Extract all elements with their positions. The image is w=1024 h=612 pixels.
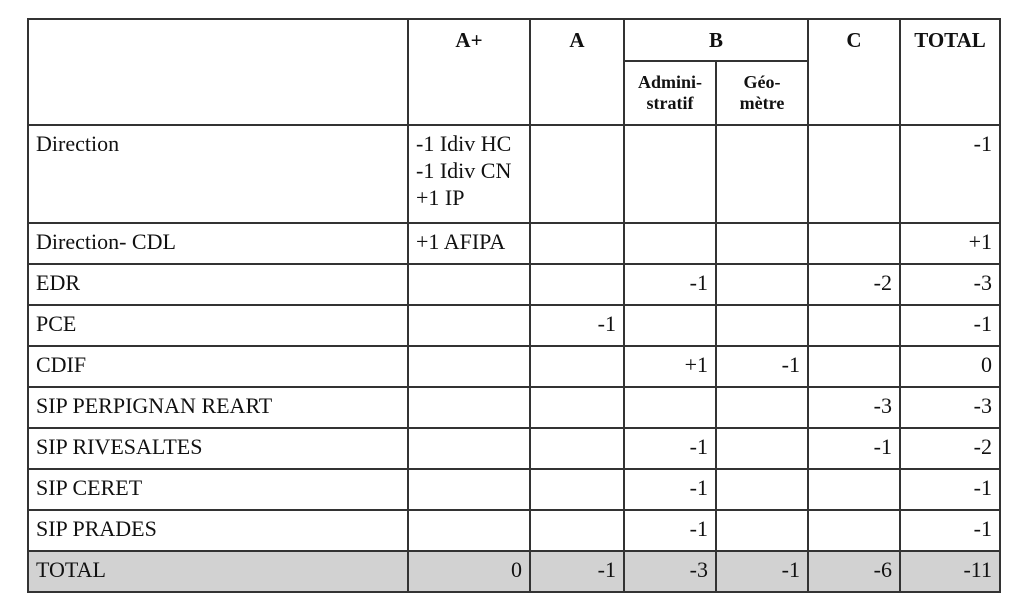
row-label: CDIF xyxy=(27,345,409,388)
subheader-line: mètre xyxy=(739,93,785,113)
cell xyxy=(623,386,717,429)
cell xyxy=(715,386,809,429)
cell xyxy=(807,222,901,265)
cell-line: +1 IP xyxy=(416,185,465,210)
table-row: EDR -1 -2 -3 xyxy=(27,263,1001,306)
cell: -1 xyxy=(899,124,1001,224)
cell xyxy=(407,509,531,552)
cell: -1 xyxy=(623,427,717,470)
cell xyxy=(407,468,531,511)
cell: +1 xyxy=(899,222,1001,265)
row-label: SIP PERPIGNAN REART xyxy=(27,386,409,429)
cell xyxy=(715,222,809,265)
cell xyxy=(529,345,625,388)
cell xyxy=(407,263,531,306)
cell: 0 xyxy=(899,345,1001,388)
table-body: Direction -1 Idiv HC -1 Idiv CN +1 IP -1 Dire… xyxy=(27,124,1001,593)
cell: -3 xyxy=(899,386,1001,429)
cell: -3 xyxy=(899,263,1001,306)
table-row: SIP PRADES -1 -1 xyxy=(27,509,1001,552)
cell xyxy=(623,124,717,224)
table-row: SIP PERPIGNAN REART -3 -3 xyxy=(27,386,1001,429)
cell: 0 xyxy=(407,550,531,593)
cell xyxy=(529,263,625,306)
cell xyxy=(407,386,531,429)
cell: -1 xyxy=(529,550,625,593)
table-row: Direction -1 Idiv HC -1 Idiv CN +1 IP -1 xyxy=(27,124,1001,224)
header-cell: TOTAL xyxy=(899,18,1001,126)
row-label: Direction- CDL xyxy=(27,222,409,265)
cell xyxy=(715,509,809,552)
table-row: CDIF +1 -1 0 xyxy=(27,345,1001,388)
cell xyxy=(715,263,809,306)
cell xyxy=(807,345,901,388)
subheader-line: Admini- xyxy=(637,72,702,92)
cell xyxy=(715,304,809,347)
cell xyxy=(407,345,531,388)
cell-line: -1 Idiv HC xyxy=(416,131,512,156)
cell xyxy=(529,386,625,429)
cell xyxy=(407,304,531,347)
table-row: SIP RIVESALTES -1 -1 -2 xyxy=(27,427,1001,470)
cell: +1 xyxy=(623,345,717,388)
row-label: TOTAL xyxy=(27,550,409,593)
subheader-line: stratif xyxy=(646,93,694,113)
header-cell: A xyxy=(529,18,625,126)
cell xyxy=(623,222,717,265)
cell: -1 Idiv HC -1 Idiv CN +1 IP xyxy=(407,124,531,224)
cell: -1 xyxy=(899,468,1001,511)
cell: -1 xyxy=(715,345,809,388)
cell: -1 xyxy=(623,263,717,306)
row-label: SIP CERET xyxy=(27,468,409,511)
cell: -11 xyxy=(899,550,1001,593)
cell: -6 xyxy=(807,550,901,593)
cell: -2 xyxy=(899,427,1001,470)
subheader-cell: Admini-stratif xyxy=(623,60,717,126)
cell: -1 xyxy=(623,468,717,511)
cell xyxy=(715,468,809,511)
row-label: SIP RIVESALTES xyxy=(27,427,409,470)
cell: -1 xyxy=(623,509,717,552)
table-row: PCE -1 -1 xyxy=(27,304,1001,347)
cell-line: -1 Idiv CN xyxy=(416,158,512,183)
row-label: PCE xyxy=(27,304,409,347)
total-row: TOTAL 0 -1 -3 -1 -6 -11 xyxy=(27,550,1001,593)
cell: +1 AFIPA xyxy=(407,222,531,265)
cell xyxy=(807,509,901,552)
cell xyxy=(407,427,531,470)
header-cell: C xyxy=(807,18,901,126)
cell xyxy=(529,222,625,265)
cell: -2 xyxy=(807,263,901,306)
cell xyxy=(529,509,625,552)
row-label: SIP PRADES xyxy=(27,509,409,552)
cell xyxy=(623,304,717,347)
cell: -1 xyxy=(715,550,809,593)
cell xyxy=(715,124,809,224)
cell xyxy=(807,304,901,347)
cell xyxy=(529,124,625,224)
cell xyxy=(529,468,625,511)
cell: -1 xyxy=(807,427,901,470)
subheader-line: Géo- xyxy=(743,72,781,92)
cell: -1 xyxy=(529,304,625,347)
cell: -1 xyxy=(899,304,1001,347)
header-cell: A+ xyxy=(407,18,531,126)
cell: -3 xyxy=(623,550,717,593)
subheader-cell: Géo-mètre xyxy=(715,60,809,126)
row-label: EDR xyxy=(27,263,409,306)
corner-cell xyxy=(27,18,409,126)
cell: -1 xyxy=(899,509,1001,552)
cell: -3 xyxy=(807,386,901,429)
cell-line: +1 AFIPA xyxy=(416,229,506,254)
cell xyxy=(807,468,901,511)
header-cell: B xyxy=(623,18,809,62)
cell xyxy=(715,427,809,470)
table-row: Direction- CDL +1 AFIPA +1 xyxy=(27,222,1001,265)
row-label: Direction xyxy=(27,124,409,224)
cell xyxy=(807,124,901,224)
cell xyxy=(529,427,625,470)
staff-table: A+ A B C TOTAL Admini-stratif Géo-mètre … xyxy=(27,18,1001,593)
table-row: SIP CERET -1 -1 xyxy=(27,468,1001,511)
